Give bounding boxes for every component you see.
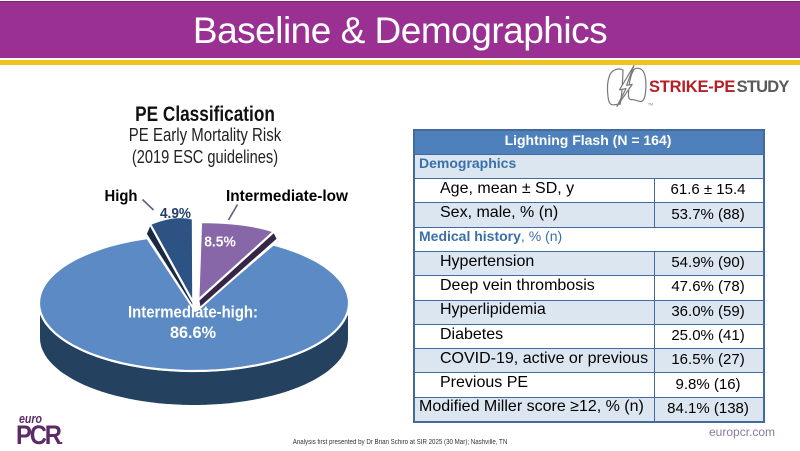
svg-text:TM: TM [648,103,653,107]
svg-text:Intermediate-low: Intermediate-low [226,188,349,205]
svg-text:86.6%: 86.6% [170,324,216,342]
svg-text:4.9%: 4.9% [160,205,191,222]
svg-text:Intermediate-high:: Intermediate-high: [128,304,258,322]
svg-text:High: High [105,188,138,205]
svg-text:8.5%: 8.5% [204,234,236,251]
